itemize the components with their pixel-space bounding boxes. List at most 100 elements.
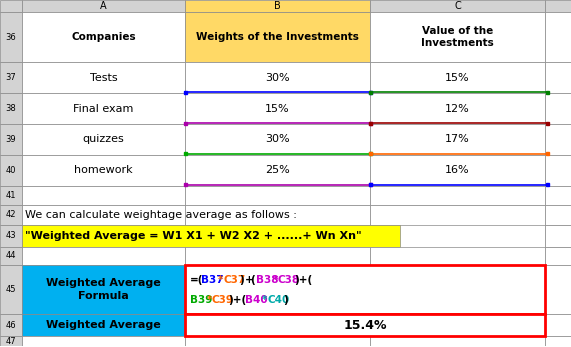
Text: 30%: 30%: [265, 135, 290, 144]
Bar: [368, 152, 372, 155]
Text: )+(: )+(: [228, 296, 247, 305]
Text: (: (: [251, 274, 255, 285]
Text: 46: 46: [6, 321, 17, 330]
Text: "Weighted Average = W1 X1 + W2 X2 + ......+ Wn Xn": "Weighted Average = W1 X1 + W2 X2 + ....…: [25, 231, 361, 241]
Text: C38: C38: [278, 274, 300, 285]
Text: 15.4%: 15.4%: [343, 319, 387, 332]
Bar: [0, 225, 22, 247]
Bar: [0, 265, 22, 314]
Bar: [22, 205, 185, 225]
Bar: [0, 124, 22, 155]
Bar: [370, 93, 545, 124]
Text: ): ): [283, 296, 288, 305]
Bar: [22, 336, 185, 346]
Bar: [545, 0, 571, 12]
Bar: [22, 62, 185, 93]
Bar: [22, 93, 185, 124]
Bar: [370, 62, 545, 93]
Text: 37: 37: [6, 73, 17, 82]
Text: Weighted Average: Weighted Average: [46, 320, 161, 330]
Bar: [22, 265, 185, 314]
Bar: [22, 12, 185, 62]
Bar: [185, 247, 370, 265]
Text: *: *: [262, 296, 267, 305]
Text: B: B: [274, 1, 281, 11]
Text: We can calculate weightage average as follows :: We can calculate weightage average as fo…: [25, 210, 297, 220]
Bar: [545, 247, 571, 265]
Bar: [368, 91, 372, 94]
Text: 15%: 15%: [265, 103, 290, 113]
Text: 25%: 25%: [265, 166, 290, 175]
Bar: [0, 205, 22, 225]
Bar: [0, 336, 22, 346]
Text: Weights of the Investments: Weights of the Investments: [196, 32, 359, 42]
Text: 40: 40: [6, 166, 16, 175]
Bar: [368, 183, 372, 186]
Bar: [22, 186, 185, 205]
Text: 36: 36: [6, 33, 17, 42]
Text: 43: 43: [6, 231, 17, 240]
Text: C39: C39: [212, 296, 234, 305]
Bar: [183, 121, 187, 125]
Bar: [545, 93, 571, 124]
Bar: [0, 0, 22, 12]
Bar: [185, 314, 545, 336]
Text: B40: B40: [245, 296, 268, 305]
Text: C37: C37: [223, 274, 246, 285]
Text: Companies: Companies: [71, 32, 136, 42]
Text: 17%: 17%: [445, 135, 470, 144]
Bar: [22, 247, 185, 265]
Text: 39: 39: [6, 135, 17, 144]
Text: Tests: Tests: [90, 73, 117, 83]
Bar: [545, 62, 571, 93]
Text: *: *: [207, 296, 212, 305]
Text: C40: C40: [267, 296, 289, 305]
Bar: [185, 155, 370, 186]
Bar: [185, 265, 545, 314]
Bar: [370, 247, 545, 265]
Bar: [183, 152, 187, 155]
Bar: [368, 91, 372, 94]
Bar: [368, 152, 372, 155]
Bar: [370, 12, 545, 62]
Text: 16%: 16%: [445, 166, 470, 175]
Bar: [185, 0, 370, 12]
Text: )+(: )+(: [295, 274, 313, 285]
Bar: [0, 93, 22, 124]
Bar: [183, 183, 187, 186]
Bar: [370, 186, 545, 205]
Bar: [545, 12, 571, 62]
Text: Value of the
Investments: Value of the Investments: [421, 26, 494, 49]
Bar: [545, 124, 571, 155]
Bar: [545, 225, 571, 247]
Text: *: *: [218, 274, 223, 285]
Bar: [185, 124, 370, 155]
Text: C: C: [454, 1, 461, 11]
Bar: [545, 186, 571, 205]
Bar: [0, 247, 22, 265]
Bar: [545, 155, 571, 186]
Bar: [370, 205, 545, 225]
Text: 12%: 12%: [445, 103, 470, 113]
Bar: [545, 152, 549, 155]
Bar: [185, 205, 370, 225]
Bar: [185, 336, 370, 346]
Bar: [0, 12, 22, 62]
Text: 42: 42: [6, 210, 16, 219]
Bar: [368, 121, 372, 125]
Text: 44: 44: [6, 251, 16, 260]
Bar: [0, 186, 22, 205]
Text: *: *: [272, 274, 278, 285]
Bar: [183, 91, 187, 94]
Bar: [0, 155, 22, 186]
Text: =(: =(: [190, 274, 203, 285]
Bar: [0, 314, 22, 336]
Bar: [545, 225, 571, 247]
Bar: [545, 121, 549, 125]
Bar: [22, 155, 185, 186]
Bar: [545, 314, 571, 336]
Bar: [370, 336, 545, 346]
Bar: [545, 265, 571, 314]
Text: +: +: [245, 274, 254, 285]
Text: 41: 41: [6, 191, 16, 200]
